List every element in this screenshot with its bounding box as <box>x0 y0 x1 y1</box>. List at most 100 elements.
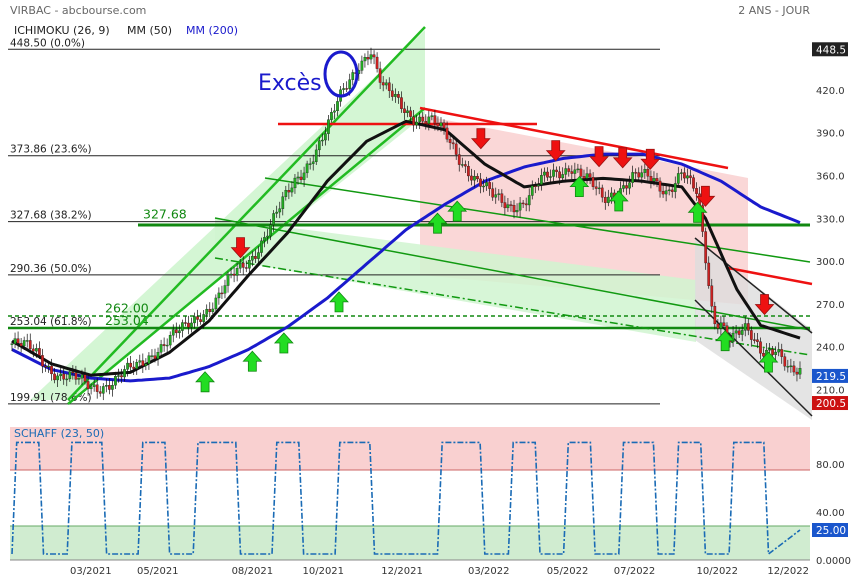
candle-body <box>89 386 93 390</box>
candle-body <box>631 172 635 183</box>
candle-body <box>278 208 282 213</box>
candle-body <box>524 203 528 206</box>
candle-body <box>783 356 787 367</box>
buy-arrow-6 <box>569 176 590 198</box>
candle-body <box>780 349 784 357</box>
candle-body <box>120 375 123 378</box>
candle-body <box>168 335 172 346</box>
candle-body <box>171 329 175 336</box>
candle-body <box>272 213 276 225</box>
schaff-panel: SCHAFF (23, 50) 80.00 40.00 0.0000 25.00 <box>10 427 851 567</box>
candle-body <box>38 348 41 356</box>
candle-body <box>588 173 592 178</box>
price-badge-last-bg <box>812 368 848 383</box>
y-tick-label-3: 300.0 <box>816 257 845 268</box>
candle-body <box>126 362 129 370</box>
candle-body <box>786 366 790 368</box>
candlesticks <box>10 47 802 401</box>
candle-body <box>314 149 318 162</box>
candle-body <box>220 292 224 295</box>
candle-body <box>162 344 166 346</box>
candle-body <box>710 285 714 307</box>
x-tick-label-5: 03/2022 <box>468 566 510 577</box>
candle-body <box>427 116 431 124</box>
candle-body <box>269 224 272 237</box>
candle-body <box>135 362 139 369</box>
candle-body <box>74 372 78 380</box>
y-tick-label-4: 330.0 <box>816 214 845 225</box>
candle-body <box>594 186 598 189</box>
candle-body <box>582 176 586 179</box>
candle-body <box>129 362 133 368</box>
candle-body <box>342 88 345 90</box>
schaff-badge: 25.00 <box>816 525 846 537</box>
candle-body <box>497 193 501 195</box>
candle-body <box>56 375 59 381</box>
buy-arrow-10 <box>758 351 779 373</box>
candle-body <box>415 121 418 126</box>
candle-body <box>482 185 485 188</box>
candle-body <box>153 355 157 359</box>
candle-body <box>792 365 796 373</box>
candle-body <box>546 171 549 178</box>
y-tick-label-5: 360.0 <box>816 172 845 183</box>
candle-body <box>360 60 364 71</box>
buy-arrow-3 <box>329 291 349 313</box>
candle-body <box>442 122 446 129</box>
indicator-ichimoku[interactable]: ICHIMOKU (26, 9) <box>14 24 110 37</box>
fib-label-4: 253.04 (61.8%) <box>10 316 92 328</box>
candle-body <box>387 82 391 91</box>
candle-body <box>679 172 683 174</box>
candle-body <box>333 110 336 113</box>
candle-body <box>503 202 507 209</box>
candle-body <box>591 177 595 187</box>
x-tick-label-3: 10/2021 <box>302 566 344 577</box>
candle-body <box>576 168 580 171</box>
candle-body <box>214 297 218 310</box>
candle-body <box>740 330 744 335</box>
x-tick-label-8: 10/2022 <box>696 566 738 577</box>
candle-body <box>241 262 245 268</box>
indicator-mm200[interactable]: MM (200) <box>186 24 238 37</box>
candle-body <box>737 330 741 335</box>
buy-arrow-4 <box>427 212 448 234</box>
candle-body <box>187 322 190 328</box>
candle-body <box>500 193 504 203</box>
indicator-mm50[interactable]: MM (50) <box>127 24 172 37</box>
candle-body <box>381 82 385 86</box>
candle-body <box>25 340 29 342</box>
middle-channel-fill <box>215 218 696 342</box>
candle-body <box>257 252 260 259</box>
candle-body <box>421 116 425 122</box>
candle-body <box>476 176 479 180</box>
candle-body <box>430 115 434 118</box>
bullish-channel-fill <box>30 30 425 400</box>
buy-arrow-1 <box>242 350 263 372</box>
candle-body <box>658 180 662 192</box>
candle-body <box>47 365 50 368</box>
candle-body <box>473 176 476 181</box>
candle-body <box>670 189 674 192</box>
candle-body <box>80 374 84 379</box>
excess-label: Excès <box>258 71 322 96</box>
candle-body <box>141 360 145 366</box>
excess-annotation: Excès <box>258 50 359 98</box>
candle-body <box>494 194 498 198</box>
candle-body <box>743 323 747 331</box>
candle-body <box>536 184 540 187</box>
buy-arrow-2 <box>273 332 294 354</box>
candle-body <box>247 260 251 269</box>
x-tick-label-1: 05/2021 <box>137 566 179 577</box>
sell-arrow-3 <box>589 146 609 168</box>
candle-body <box>311 161 315 164</box>
candle-body <box>196 316 199 320</box>
candle-body <box>570 171 574 174</box>
mm200-line <box>11 152 801 383</box>
candle-body <box>759 341 762 354</box>
fib-label-2: 327.68 (38.2%) <box>10 210 92 222</box>
candle-body <box>336 101 339 112</box>
candle-body <box>217 292 221 299</box>
candle-body <box>144 363 148 366</box>
candle-body <box>397 94 400 98</box>
